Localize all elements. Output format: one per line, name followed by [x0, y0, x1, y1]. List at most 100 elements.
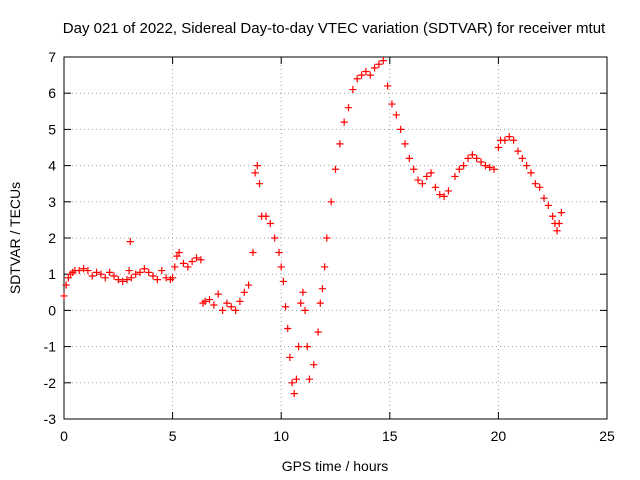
data-point — [97, 270, 105, 278]
data-point — [179, 259, 188, 267]
y-tick-labels: -3 -2 -1 0 1 2 3 4 5 6 7 — [44, 49, 57, 427]
data-point — [414, 176, 422, 184]
data-point — [171, 263, 179, 271]
data-point — [460, 162, 468, 170]
data-point — [223, 299, 231, 307]
y-tick-label: 3 — [48, 194, 56, 210]
data-point — [184, 263, 192, 271]
data-point — [245, 281, 253, 289]
data-point — [490, 165, 498, 173]
data-point — [518, 154, 526, 162]
y-tick-label: 4 — [48, 158, 56, 174]
data-point — [392, 111, 400, 119]
data-point — [553, 227, 561, 235]
data-point — [514, 147, 522, 155]
data-point — [210, 301, 218, 309]
data-point — [431, 183, 440, 191]
data-point — [451, 172, 459, 181]
x-tick-label: 25 — [599, 428, 615, 444]
data-point — [523, 162, 531, 170]
y-tick-label: -3 — [44, 411, 57, 427]
data-point — [110, 272, 118, 280]
data-point — [284, 324, 292, 333]
data-point — [336, 140, 344, 148]
data-point — [218, 306, 227, 314]
data-point — [214, 290, 222, 298]
data-point — [410, 165, 418, 173]
data-point — [549, 212, 557, 220]
x-tick-labels: 0 5 10 15 20 25 — [60, 428, 615, 444]
data-point — [262, 212, 270, 220]
grid-lines — [64, 57, 607, 419]
data-point — [279, 277, 287, 286]
x-tick-label: 10 — [273, 428, 289, 444]
data-point — [436, 190, 444, 199]
y-tick-label: 2 — [48, 230, 56, 246]
data-point — [444, 187, 453, 195]
data-point — [101, 274, 109, 282]
data-point — [384, 82, 392, 90]
y-tick-label: 1 — [48, 266, 56, 282]
data-point — [136, 268, 144, 276]
data-point — [75, 266, 83, 275]
data-point — [125, 266, 133, 275]
data-point — [481, 162, 489, 170]
y-tick-label: -2 — [44, 375, 57, 391]
data-point — [119, 277, 127, 286]
data-point — [510, 136, 518, 144]
data-point — [288, 379, 296, 387]
data-point — [127, 274, 135, 282]
data-point — [153, 276, 161, 284]
data-point — [299, 288, 307, 296]
y-axis-label: SDTVAR / TECUs — [7, 182, 23, 294]
data-point — [536, 183, 544, 191]
data-point — [423, 172, 431, 181]
plot-frame — [63, 56, 608, 420]
x-tick-label: 0 — [60, 428, 68, 444]
data-point — [292, 375, 301, 383]
data-point — [286, 353, 294, 362]
data-point — [323, 234, 331, 242]
data-point — [114, 276, 122, 284]
data-point — [294, 343, 303, 351]
data-point — [375, 60, 383, 68]
data-point — [473, 154, 481, 162]
data-point — [464, 154, 472, 162]
y-tick-label: 7 — [48, 49, 56, 65]
data-point — [149, 272, 157, 280]
y-tick-label: 0 — [48, 302, 56, 318]
data-point — [60, 292, 68, 300]
data-point — [88, 272, 96, 280]
data-point — [169, 274, 177, 282]
data-point — [468, 151, 476, 159]
data-point — [557, 209, 565, 217]
chart-title: Day 021 of 2022, Sidereal Day-to-day VTE… — [63, 20, 606, 37]
data-point — [405, 154, 413, 162]
data-point — [362, 67, 370, 76]
data-point — [227, 303, 235, 311]
data-point — [531, 180, 539, 188]
data-point — [290, 390, 298, 398]
data-point — [349, 85, 357, 94]
data-point — [455, 165, 463, 173]
data-point — [266, 219, 274, 228]
x-tick-label: 15 — [382, 428, 398, 444]
data-point — [297, 299, 305, 307]
data-point — [303, 343, 311, 351]
data-point — [366, 71, 374, 79]
y-tick-label: 5 — [48, 121, 56, 137]
data-point — [486, 163, 494, 172]
data-point — [331, 165, 340, 173]
data-point — [388, 100, 396, 108]
data-point — [62, 281, 70, 289]
data-point — [340, 118, 348, 126]
data-point — [197, 256, 205, 264]
data-point — [316, 299, 324, 307]
data-point — [158, 266, 166, 275]
data-point — [305, 375, 314, 383]
data-point — [344, 104, 353, 112]
data-point — [275, 248, 283, 257]
data-point — [145, 268, 153, 276]
x-tick-label: 20 — [491, 428, 507, 444]
data-point — [253, 162, 261, 170]
